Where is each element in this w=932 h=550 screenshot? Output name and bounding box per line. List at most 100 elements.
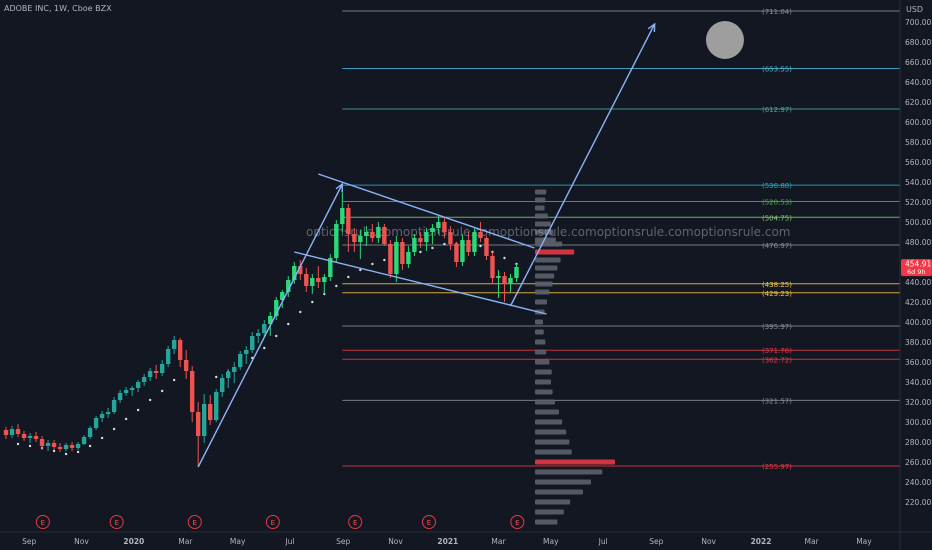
level-label: (612.97) [762, 106, 792, 114]
price-tick-label: 280.00 [905, 438, 931, 447]
support-dot [124, 417, 128, 421]
level-label: (520.53) [762, 198, 792, 206]
support-dot [52, 449, 56, 453]
candle-body [484, 238, 489, 256]
time-tick-label: 2020 [123, 537, 144, 546]
candle-body [460, 240, 465, 262]
candle-body [232, 367, 237, 372]
price-tick-label: 240.00 [905, 478, 931, 487]
support-dot [443, 242, 446, 246]
volume-profile-bar [535, 499, 571, 505]
support-dot [479, 244, 482, 248]
candle-body [27, 436, 33, 438]
earnings-marker [421, 515, 436, 529]
volume-profile-bar [535, 489, 583, 495]
current-price-badge [901, 259, 932, 277]
candle-body [322, 277, 327, 282]
price-tick-label: 480.00 [905, 238, 931, 247]
level-label: (395.97) [762, 323, 792, 331]
volume-profile-bar [535, 249, 575, 255]
volume-profile-bar [535, 349, 547, 355]
candle-body [57, 447, 63, 449]
candle-body [153, 371, 159, 373]
support-dot [263, 346, 266, 350]
candle-body [147, 371, 153, 377]
candle-body [9, 429, 15, 435]
candle-body [370, 232, 375, 238]
volume-profile-bar [535, 519, 558, 525]
volume-profile-bar [535, 359, 550, 365]
candle-body [418, 238, 423, 242]
support-dot [76, 450, 80, 454]
volume-profile-bar [535, 509, 564, 515]
price-tick-label: 500.00 [905, 218, 931, 227]
trendlines[interactable] [197, 22, 656, 468]
candle-body [201, 404, 207, 436]
volume-profile-bar [535, 257, 561, 263]
candle-body [262, 324, 267, 333]
volume-profile-bar [535, 479, 591, 485]
price-axis[interactable]: USD 220.00 240.00 260.00 280.00 300.00 320.00… [899, 0, 932, 550]
level-lines: (711.04) (653.55) (612.97) (536.88) (520.53)… [342, 8, 900, 471]
support-dot [311, 300, 314, 304]
time-tick-label: Nov [701, 537, 716, 546]
time-tick-label: Mar [805, 537, 820, 546]
level-label: (438.25) [762, 281, 792, 289]
time-tick-label: May [856, 537, 872, 546]
price-tick-label: 560.00 [905, 158, 931, 167]
price-tick-label: 600.00 [905, 118, 931, 127]
level-label: (653.55) [762, 65, 792, 73]
support-dot [136, 408, 140, 412]
volume-profile-bar [535, 319, 543, 325]
volume-profile-bar [535, 281, 553, 287]
candle-body [135, 382, 141, 388]
time-axis[interactable]: Sep Nov 2020 Mar May Jul Sep Nov 2021 Mar May Jul Se… [0, 531, 932, 546]
earnings-marker [348, 515, 363, 529]
candle-body [280, 292, 285, 300]
candle-body [394, 242, 399, 274]
candle-body [466, 240, 471, 252]
candle-body [490, 256, 495, 278]
candle-body [298, 266, 303, 274]
candle-body [496, 276, 501, 278]
price-tick-label: 360.00 [905, 358, 931, 367]
candle-body [39, 439, 45, 446]
candle-body [159, 364, 165, 373]
volume-profile-bar [535, 449, 572, 455]
support-dot [88, 444, 92, 448]
volume-profile-bar [535, 439, 570, 445]
candle-body [75, 444, 81, 448]
trendline-channel-top [318, 173, 535, 249]
support-dot [383, 258, 386, 262]
volume-profile-bar [535, 221, 551, 227]
candle-body [93, 418, 99, 428]
support-dot [172, 378, 176, 382]
level-label: (371.76) [762, 347, 792, 355]
moon-marker-circle [705, 21, 744, 59]
candle-body [382, 227, 387, 244]
time-tick-label: Jul [284, 537, 294, 546]
time-tick-label: Mar [491, 537, 506, 546]
candle-body [99, 414, 105, 418]
arrow-head [335, 182, 344, 193]
arrow-head [647, 22, 656, 33]
volume-profile [535, 189, 615, 525]
price-tick-label: 620.00 [905, 98, 931, 107]
support-dot [148, 398, 152, 402]
time-tick-label: May [230, 537, 246, 546]
earnings-label: E [353, 519, 357, 527]
volume-profile-bar [535, 273, 555, 279]
candle-body [51, 443, 57, 447]
earnings-label: E [114, 519, 118, 527]
candle-body [508, 278, 513, 284]
support-dot [100, 436, 104, 440]
candle-body [328, 258, 333, 277]
support-dot [16, 442, 20, 446]
time-tick-label: Mar [178, 537, 193, 546]
candle-body [129, 388, 135, 390]
candle-body [304, 274, 309, 286]
earnings-marker [109, 515, 124, 529]
level-label: (429.23) [762, 290, 792, 298]
